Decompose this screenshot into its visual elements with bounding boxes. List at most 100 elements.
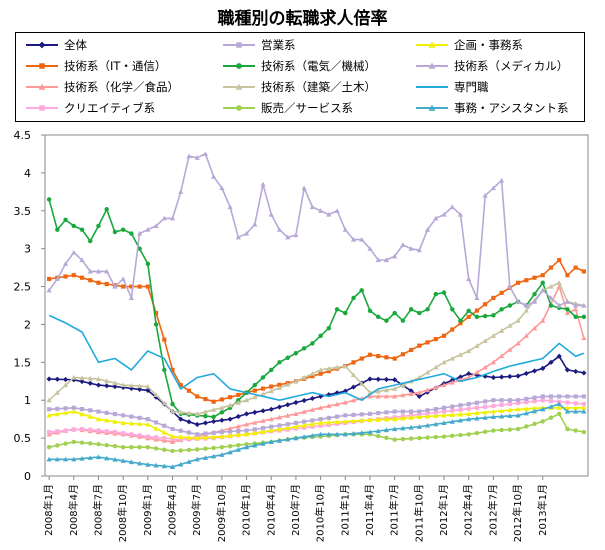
data-point — [507, 303, 513, 308]
x-tick-label: 2008年4月 — [67, 484, 80, 536]
data-point — [153, 392, 159, 397]
data-point — [252, 430, 258, 436]
legend-item: 販売／サービス系 — [221, 98, 353, 118]
legend-swatch — [416, 62, 448, 69]
data-point — [515, 318, 521, 323]
data-point — [557, 257, 562, 263]
data-point — [293, 411, 299, 416]
data-point — [449, 204, 455, 210]
data-point — [310, 374, 315, 379]
data-point — [244, 428, 249, 433]
data-point — [524, 396, 529, 402]
data-point — [54, 411, 60, 417]
series-1 — [46, 353, 587, 428]
data-point — [87, 375, 93, 381]
data-point — [137, 460, 143, 466]
data-point — [359, 236, 365, 242]
data-point — [79, 275, 85, 280]
data-point — [235, 400, 241, 405]
data-point — [351, 360, 356, 365]
data-point — [203, 431, 208, 436]
data-point — [318, 431, 324, 437]
data-point — [145, 421, 151, 427]
legend-swatch — [26, 41, 58, 49]
legend-item: 営業系 — [221, 35, 296, 55]
data-point — [178, 189, 184, 194]
data-point — [540, 406, 546, 412]
data-point — [425, 435, 430, 440]
data-point — [441, 359, 447, 365]
x-tick-label: 2008年1月 — [42, 484, 55, 536]
data-point — [87, 455, 93, 460]
data-point — [178, 409, 184, 415]
data-point — [178, 461, 184, 467]
data-point — [326, 403, 332, 409]
data-point — [392, 416, 398, 422]
data-point — [129, 284, 134, 289]
data-point — [162, 436, 167, 441]
data-point — [441, 290, 447, 295]
data-point — [309, 407, 315, 412]
data-point — [565, 273, 570, 278]
data-point — [211, 430, 216, 435]
data-point — [243, 431, 250, 437]
data-point — [392, 253, 398, 259]
data-point — [400, 382, 406, 388]
data-point — [162, 423, 167, 428]
y-tick-label: 4 — [24, 167, 31, 180]
data-point — [211, 445, 216, 451]
data-point — [350, 384, 357, 390]
data-point — [350, 236, 357, 242]
data-point — [79, 227, 85, 232]
data-point — [482, 429, 488, 435]
data-point — [260, 418, 266, 424]
data-point — [62, 261, 69, 266]
data-point — [194, 155, 200, 160]
data-point — [408, 436, 414, 441]
data-point — [416, 424, 422, 429]
data-point — [309, 371, 315, 376]
data-point — [581, 302, 587, 308]
data-point — [161, 215, 167, 221]
data-point — [203, 397, 208, 402]
data-point — [96, 409, 101, 414]
data-point — [441, 420, 447, 426]
data-point — [376, 353, 381, 359]
data-point — [507, 373, 513, 380]
data-point — [375, 417, 381, 422]
data-point — [46, 197, 52, 202]
data-point — [581, 401, 586, 407]
data-point — [375, 388, 381, 394]
data-point — [441, 405, 447, 410]
data-point — [276, 426, 283, 432]
data-point — [195, 394, 200, 399]
data-point — [433, 384, 439, 390]
data-point — [277, 423, 282, 428]
data-point — [466, 416, 472, 422]
data-point — [376, 411, 381, 416]
data-point — [564, 367, 571, 373]
x-tick-label: 2011年4月 — [363, 484, 376, 536]
data-point — [96, 280, 101, 285]
data-point — [293, 424, 299, 429]
data-point — [178, 437, 183, 442]
data-point — [145, 462, 151, 467]
data-point — [458, 432, 463, 438]
data-point — [490, 374, 496, 381]
data-point — [161, 438, 167, 443]
data-point — [219, 429, 224, 435]
data-point — [400, 352, 405, 357]
data-point — [137, 284, 142, 289]
data-point — [178, 416, 184, 422]
data-point — [334, 431, 340, 437]
data-point — [450, 433, 455, 439]
data-point — [474, 343, 480, 348]
data-point — [293, 378, 299, 384]
data-point — [548, 394, 554, 399]
data-point — [466, 308, 471, 314]
data-point — [449, 412, 455, 417]
data-point — [326, 419, 332, 425]
data-point — [301, 374, 307, 380]
data-point — [121, 431, 126, 436]
data-point — [162, 337, 167, 342]
